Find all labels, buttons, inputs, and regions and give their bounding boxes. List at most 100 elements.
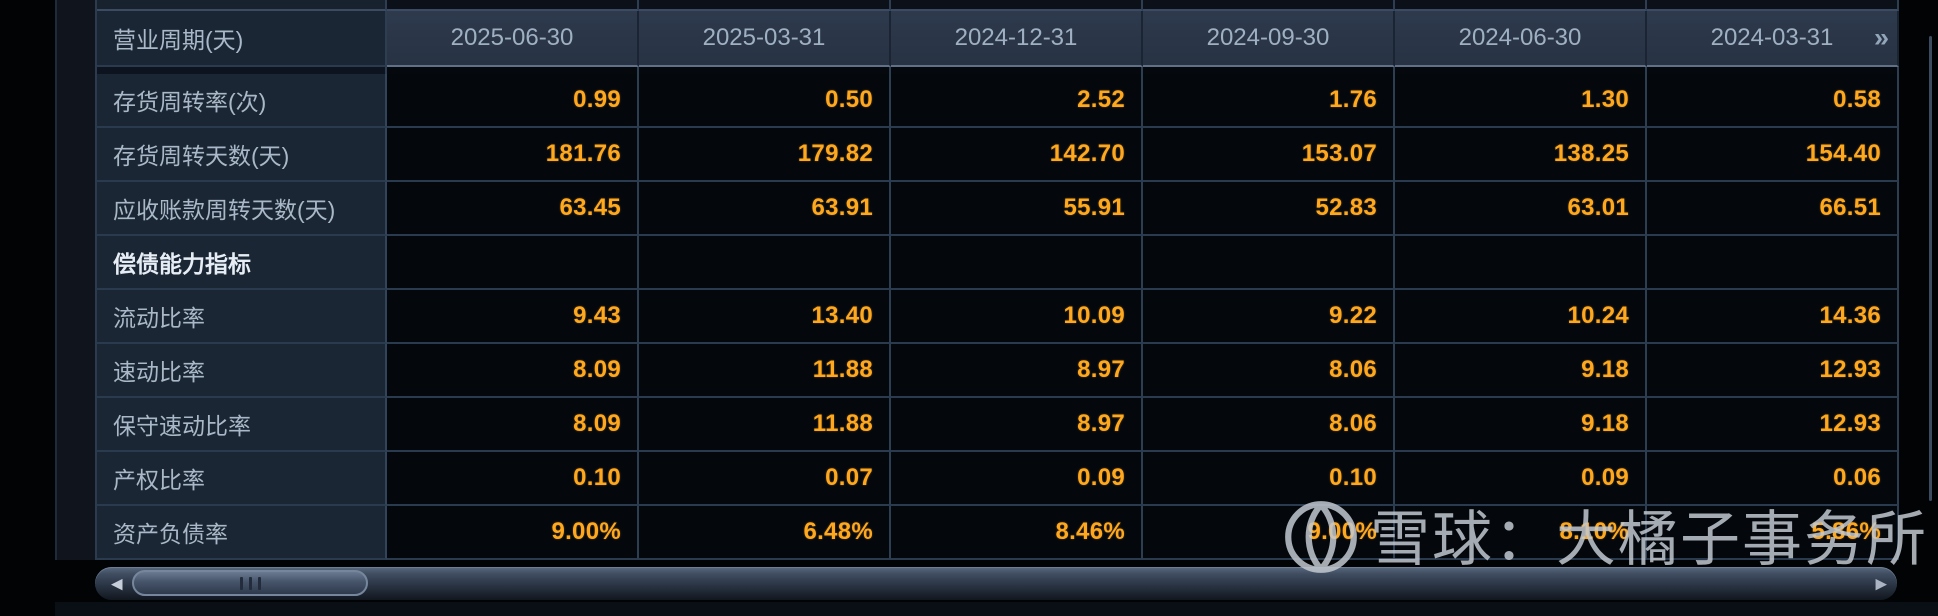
table-row: 流动比率 9.43 13.40 10.09 9.22 10.24 14.36: [97, 290, 1899, 344]
table-row: 资产负债率 9.00% 6.48% 8.46% 9.00% 8.10% 5.86%: [97, 506, 1899, 560]
column-header-date: 2024-09-30: [1143, 11, 1395, 67]
table-row: 存货周转率(次) 0.99 0.50 2.52 1.76 1.30 0.58: [97, 74, 1899, 128]
thumb-grip-icon: [248, 576, 252, 590]
clipped-row-cell: [1143, 0, 1395, 11]
table-cell-value: 55.91: [891, 182, 1143, 236]
row-label: 速动比率: [97, 344, 387, 398]
table-cell-value: [1143, 236, 1395, 290]
table-row: 应收账款周转天数(天) 63.45 63.91 55.91 52.83 63.01 66.5…: [97, 182, 1899, 236]
table-cell-value: 63.91: [639, 182, 891, 236]
row-label: 资产负债率: [97, 506, 387, 560]
table-cell-value: 9.18: [1395, 398, 1647, 452]
table-cell-value: [387, 236, 639, 290]
bottom-strip: [55, 602, 1938, 616]
table-cell-value: [1647, 236, 1899, 290]
column-header-date: 2024-12-31: [891, 11, 1143, 67]
thumb-grip-icon: [239, 576, 243, 590]
table-cell-value: 0.06: [1647, 452, 1899, 506]
table-cell-value: 14.36: [1647, 290, 1899, 344]
table-cell-value: 9.18: [1395, 344, 1647, 398]
column-header-date: 2025-06-30: [387, 11, 639, 67]
table-cell-value: 0.09: [1395, 452, 1647, 506]
table-row: 偿债能力指标: [97, 236, 1899, 290]
table-cell-value: 153.07: [1143, 128, 1395, 182]
scroll-right-arrow-icon[interactable]: ▶: [1875, 575, 1887, 592]
table-cell-value: 0.07: [639, 452, 891, 506]
table-cell-value: 0.58: [1647, 74, 1899, 128]
clipped-row-cell: [1647, 0, 1899, 11]
row-label: 流动比率: [97, 290, 387, 344]
table-cell-value: 2.52: [891, 74, 1143, 128]
table-cell-value: 9.22: [1143, 290, 1395, 344]
table-cell-value: 138.25: [1395, 128, 1647, 182]
clipped-row-cell: [387, 0, 639, 11]
table-cell-value: 9.43: [387, 290, 639, 344]
clipped-row-cell: [891, 0, 1143, 11]
table-cell-value: 11.88: [639, 398, 891, 452]
table-cell-value: 9.00%: [1143, 506, 1395, 560]
table-cell-value: 0.50: [639, 74, 891, 128]
scroll-left-arrow-icon[interactable]: ◀: [111, 575, 123, 592]
table-cell-value: [1395, 236, 1647, 290]
table-row: 产权比率 0.10 0.07 0.09 0.10 0.09 0.06: [97, 452, 1899, 506]
table-cell-value: 0.10: [387, 452, 639, 506]
table-cell-value: 8.46%: [891, 506, 1143, 560]
vertical-scrollbar[interactable]: [1929, 36, 1932, 501]
table-cell-value: 9.00%: [387, 506, 639, 560]
table-cell-value: 63.01: [1395, 182, 1647, 236]
table-cell-value: 181.76: [387, 128, 639, 182]
header-gap-cell: [891, 67, 1143, 74]
table-cell-value: [891, 236, 1143, 290]
column-header-date: 2025-03-31: [639, 11, 891, 67]
table-cell-value: 142.70: [891, 128, 1143, 182]
table-cell-value: 8.06: [1143, 398, 1395, 452]
column-header-date: 2024-06-30: [1395, 11, 1647, 67]
table-cell-value: 154.40: [1647, 128, 1899, 182]
table-cell-value: 0.09: [891, 452, 1143, 506]
header-gap-cell: [639, 67, 891, 74]
table-cell-value: 66.51: [1647, 182, 1899, 236]
table-row: 存货周转天数(天) 181.76 179.82 142.70 153.07 138.25 1…: [97, 128, 1899, 182]
table-cell-value: 8.09: [387, 398, 639, 452]
table-cell-value: 10.09: [891, 290, 1143, 344]
clipped-row-cell: [639, 0, 891, 11]
table-cell-value: 179.82: [639, 128, 891, 182]
table-cell-value: 13.40: [639, 290, 891, 344]
header-gap-cell: [387, 67, 639, 74]
table-cell-value: 8.97: [891, 344, 1143, 398]
clipped-row-label-cell: [97, 0, 387, 11]
column-header-date: 2024-03-31»: [1647, 11, 1899, 67]
table-cell-value: 12.93: [1647, 344, 1899, 398]
horizontal-scrollbar-track[interactable]: ◀ ▶: [95, 567, 1897, 600]
row-label: 应收账款周转天数(天): [97, 182, 387, 236]
table-cell-value: 12.93: [1647, 398, 1899, 452]
row-label: 存货周转天数(天): [97, 128, 387, 182]
row-label: 存货周转率(次): [97, 74, 387, 128]
table-row: 速动比率 8.09 11.88 8.97 8.06 9.18 12.93: [97, 344, 1899, 398]
row-label-operating-cycle: 营业周期(天): [97, 11, 387, 67]
table-cell-value: 11.88: [639, 344, 891, 398]
table-body: 营业周期(天) 2025-06-30 2025-03-31 2024-12-31 202…: [97, 0, 1899, 560]
header-gap-cell: [97, 67, 387, 74]
table-cell-value: 52.83: [1143, 182, 1395, 236]
table-cell-value: 8.06: [1143, 344, 1395, 398]
table-cell-value: 10.24: [1395, 290, 1647, 344]
row-label: 产权比率: [97, 452, 387, 506]
more-columns-chevron-icon[interactable]: »: [1873, 22, 1889, 53]
row-label: 保守速动比率: [97, 398, 387, 452]
header-gap-cell: [1395, 67, 1647, 74]
table-cell-value: 0.10: [1143, 452, 1395, 506]
table-cell-value: 1.30: [1395, 74, 1647, 128]
table-cell-value: 8.97: [891, 398, 1143, 452]
table-cell-value: [639, 236, 891, 290]
table-cell-value: 63.45: [387, 182, 639, 236]
thumb-grip-icon: [257, 576, 261, 590]
table-row: 保守速动比率 8.09 11.88 8.97 8.06 9.18 12.93: [97, 398, 1899, 452]
table-cell-value: 5.86%: [1647, 506, 1899, 560]
clipped-row-cell: [1395, 0, 1647, 11]
table-cell-value: 0.99: [387, 74, 639, 128]
horizontal-scrollbar-thumb[interactable]: [132, 570, 368, 596]
header-gap-cell: [1143, 67, 1395, 74]
financial-table: 营业周期(天) 2025-06-30 2025-03-31 2024-12-31 202…: [95, 0, 1899, 560]
